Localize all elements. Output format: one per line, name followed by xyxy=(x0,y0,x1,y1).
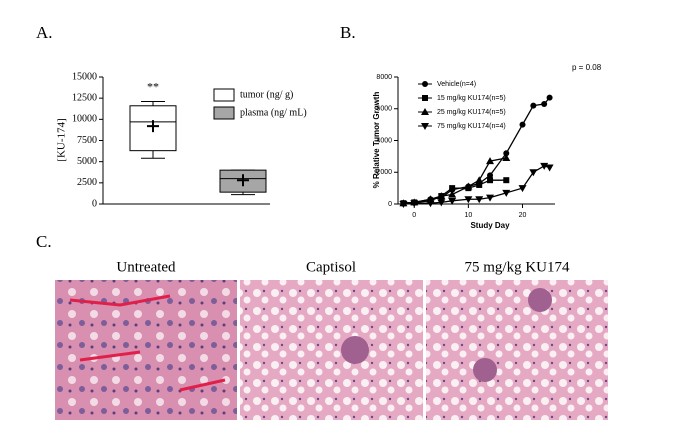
data-point xyxy=(437,199,446,207)
image-caption: Untreated xyxy=(116,259,176,275)
panel-label: A. xyxy=(36,23,53,42)
mean-marker xyxy=(237,174,249,187)
data-point xyxy=(487,172,494,179)
legend-label: Vehicle(n=4) xyxy=(437,81,476,88)
legend-marker xyxy=(422,81,428,87)
data-point xyxy=(546,94,553,101)
y-tick-label: 8000 xyxy=(376,74,392,81)
legend-label: tumor (ng/ g) xyxy=(240,89,293,100)
legend-label: plasma (ng/ mL) xyxy=(240,107,307,118)
x-axis-label: Study Day xyxy=(470,221,510,230)
data-point xyxy=(448,190,457,198)
data-point xyxy=(449,185,456,192)
data-point xyxy=(486,194,495,202)
legend-label: 75 mg/kg KU174(n=4) xyxy=(437,123,506,130)
histology-image xyxy=(55,280,237,420)
data-point xyxy=(426,200,435,208)
y-tick-label: 4000 xyxy=(376,137,392,144)
y-tick-label: 12500 xyxy=(72,92,97,103)
x-tick-label: 0 xyxy=(412,212,416,219)
mean-marker xyxy=(147,120,159,133)
y-tick-label: 15000 xyxy=(72,71,97,82)
y-tick-label: 6000 xyxy=(376,106,392,113)
y-tick-label: 0 xyxy=(92,198,97,209)
image-detail xyxy=(528,288,552,312)
data-point xyxy=(410,200,419,208)
y-tick-label: 0 xyxy=(388,201,392,208)
data-point xyxy=(502,189,511,197)
annotation: ** xyxy=(147,79,159,93)
legend-swatch xyxy=(213,88,235,102)
data-point xyxy=(519,121,526,128)
data-point xyxy=(475,196,484,204)
legend-label: 15 mg/kg KU174(n=5) xyxy=(437,95,506,102)
x-tick-label: 20 xyxy=(519,212,527,219)
data-point xyxy=(464,182,473,190)
image-detail xyxy=(473,358,497,382)
y-tick-label: 5000 xyxy=(77,156,97,167)
data-point xyxy=(487,177,494,184)
legend-marker xyxy=(422,95,428,101)
data-point xyxy=(464,196,473,204)
legend-marker xyxy=(421,108,429,115)
data-point xyxy=(448,197,457,205)
data-point xyxy=(503,150,510,157)
x-tick-label: 10 xyxy=(464,212,472,219)
y-tick-label: 2500 xyxy=(77,177,97,188)
legend-marker xyxy=(421,123,429,130)
data-point xyxy=(545,164,554,172)
data-point xyxy=(529,169,538,177)
y-tick-label: 2000 xyxy=(376,169,392,176)
panel-label: C. xyxy=(36,232,52,251)
image-detail xyxy=(69,294,226,392)
image-caption: 75 mg/kg KU174 xyxy=(465,259,571,275)
data-point xyxy=(486,157,495,165)
histology-image xyxy=(426,280,608,420)
y-axis-label: % Relative Tumor Growth xyxy=(372,92,381,189)
legend-label: 25 mg/kg KU174(n=5) xyxy=(437,109,506,116)
data-point xyxy=(518,185,527,193)
data-point xyxy=(399,201,408,208)
y-axis-label: [KU-174] xyxy=(56,118,68,161)
data-point xyxy=(503,177,510,184)
data-point xyxy=(541,100,548,107)
y-tick-label: 10000 xyxy=(72,114,97,125)
data-point xyxy=(502,153,511,161)
image-detail xyxy=(341,336,369,364)
histology-image xyxy=(240,280,423,420)
image-caption: Captisol xyxy=(306,259,356,275)
data-point xyxy=(530,102,537,109)
data-point xyxy=(437,192,446,200)
data-point xyxy=(475,176,484,184)
annotation: p = 0.08 xyxy=(572,63,602,72)
panel-label: B. xyxy=(340,23,356,42)
data-point xyxy=(476,181,483,188)
legend-swatch xyxy=(213,106,235,120)
y-tick-label: 7500 xyxy=(77,135,97,146)
